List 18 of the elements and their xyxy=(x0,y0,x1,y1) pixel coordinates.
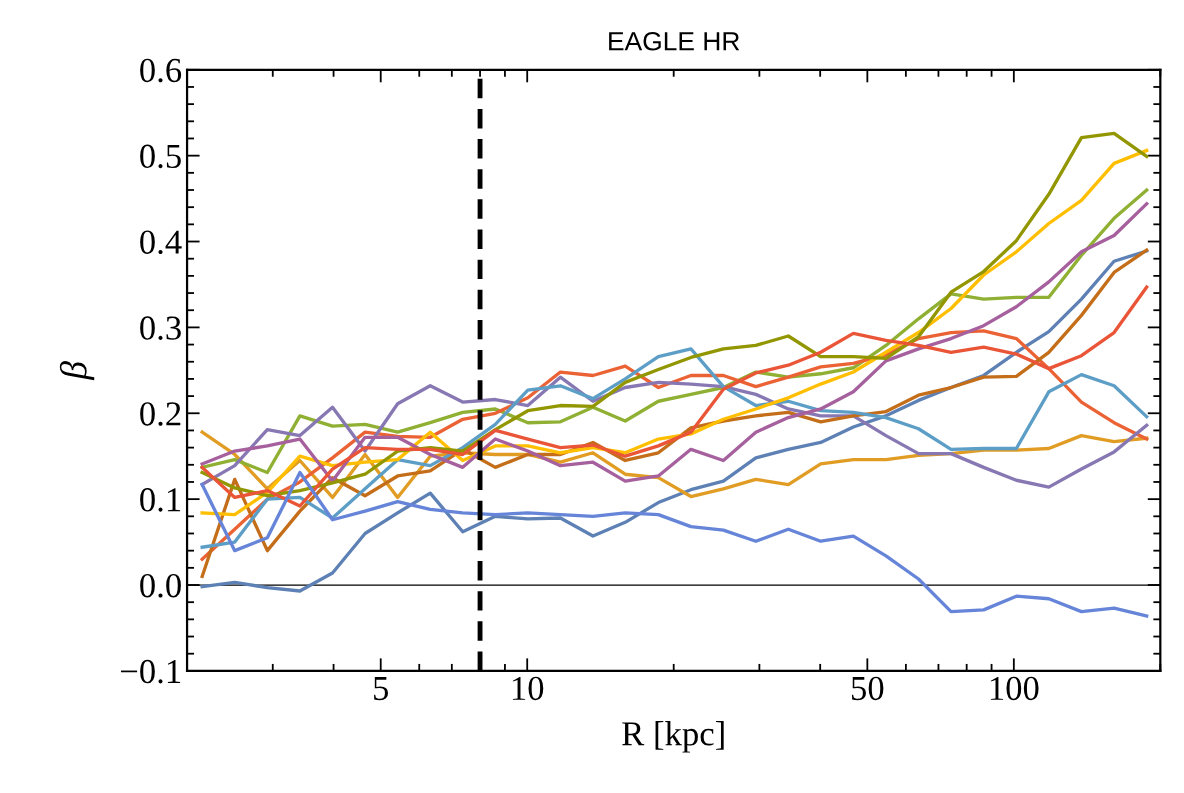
chart-title: EAGLE HR xyxy=(609,31,740,51)
y-tick-label: 0.4 xyxy=(140,230,182,255)
x-tick-label: 50 xyxy=(852,676,884,701)
x-axis-title: R [kpc] xyxy=(622,721,724,753)
x-tick-label: 5 xyxy=(374,677,389,701)
y-tick-label: 0.0 xyxy=(140,573,181,598)
line-series xyxy=(200,470,1149,618)
y-tick-label: 0.5 xyxy=(140,144,181,169)
y-tick-label: −0.1 xyxy=(120,659,181,684)
line-series xyxy=(200,285,1149,508)
y-axis-title: β xyxy=(59,361,95,381)
x-tick-label: 100 xyxy=(990,676,1039,701)
x-tick-label: 10 xyxy=(512,676,544,701)
y-tick-label: 0.3 xyxy=(140,316,181,340)
y-tick-label: 0.6 xyxy=(140,58,182,83)
line-series xyxy=(200,375,1149,489)
y-tick-label: 0.1 xyxy=(140,488,181,512)
y-tick-label: 0.2 xyxy=(140,402,181,426)
